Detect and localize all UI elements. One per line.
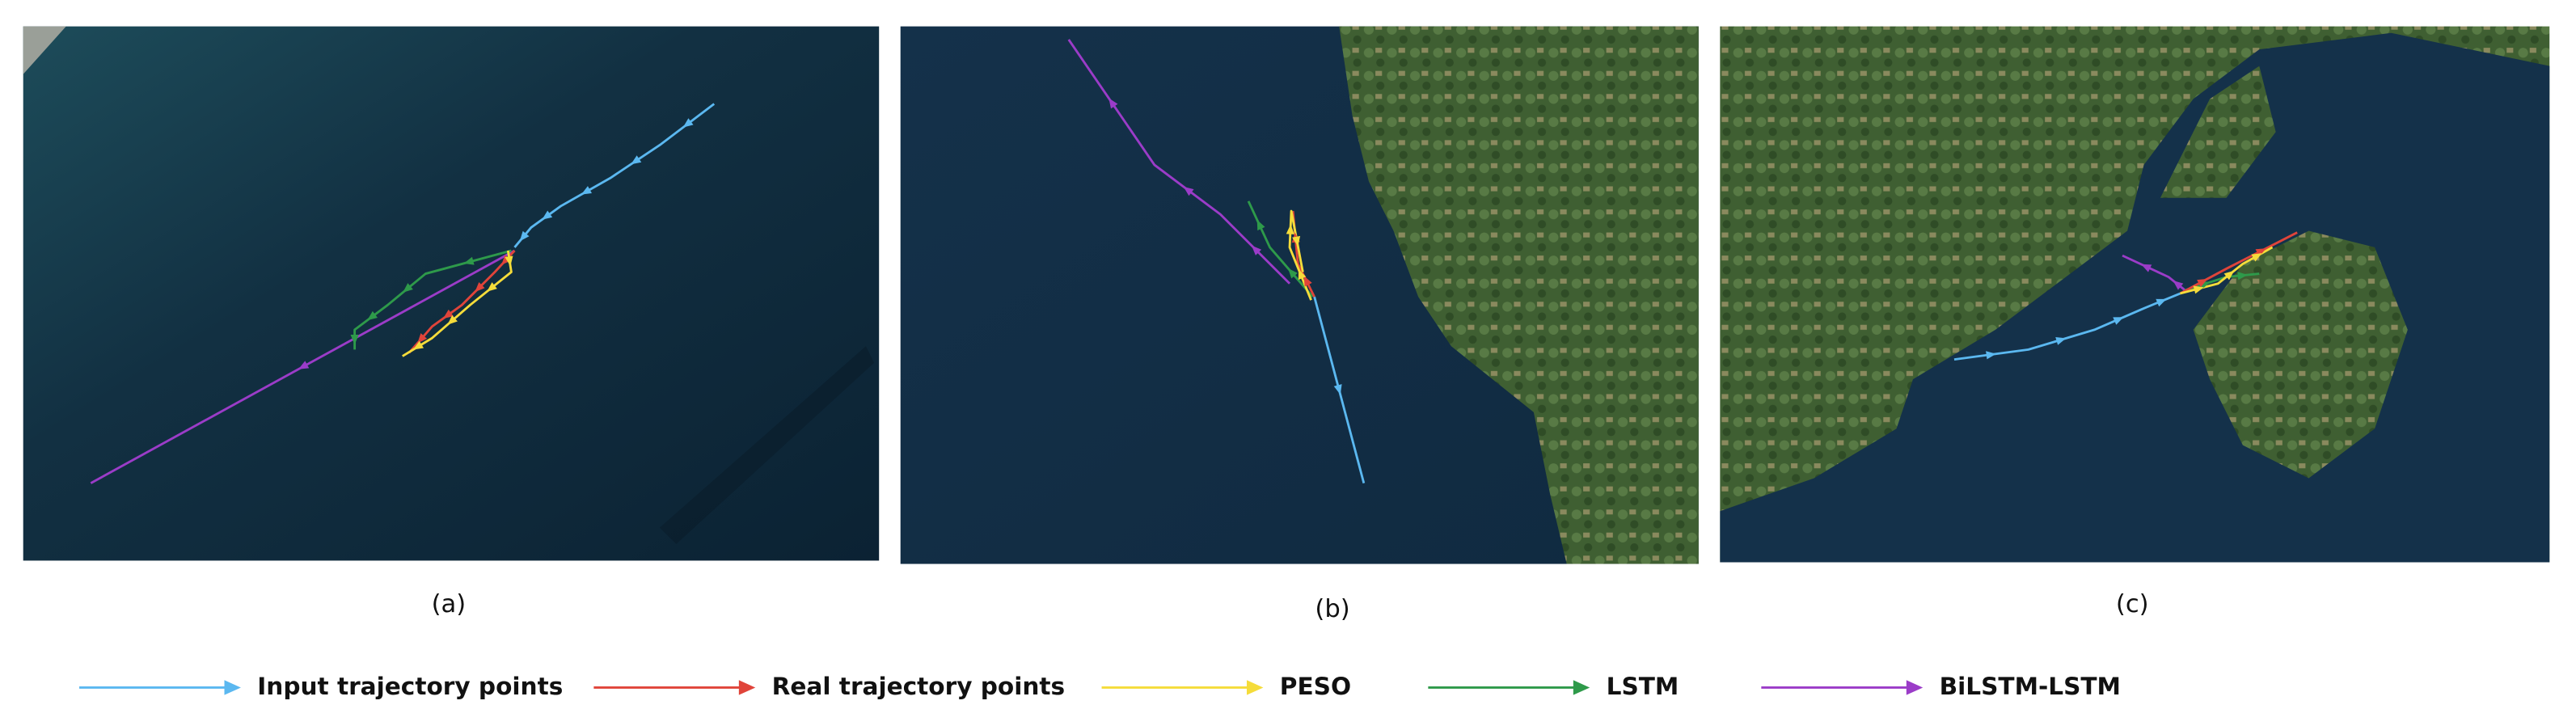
legend-arrow-head <box>1247 680 1264 695</box>
trajectory-arrow <box>631 155 642 165</box>
trajectory-arrow <box>2223 270 2235 281</box>
trajectory-arrow <box>350 335 359 345</box>
trajectory-arrow <box>447 314 458 325</box>
trajectory-arrow <box>2193 285 2204 294</box>
trajectory-arrow <box>475 281 485 293</box>
trajectory-arrow <box>403 283 413 293</box>
trajectory-arrow <box>463 256 475 265</box>
trajectory-arrow <box>1298 268 1307 281</box>
trajectory-arrow <box>2141 264 2152 272</box>
legend-arrow-head <box>224 680 241 695</box>
trajectory-arrow <box>412 340 424 350</box>
trajectory-arrow <box>2251 253 2262 262</box>
trajectory-arrow <box>1292 235 1301 247</box>
legend-label: PESO <box>1280 673 1351 700</box>
trajectory-arrow <box>2055 337 2067 345</box>
trajectory-arrow <box>417 333 428 344</box>
legend-arrow-head <box>738 680 756 695</box>
trajectory-arrow <box>1183 186 1194 196</box>
panel-caption: (c) <box>2116 590 2149 618</box>
panel-caption: (b) <box>1315 595 1349 623</box>
legend-arrow-head <box>1906 680 1924 695</box>
map-panel-b <box>900 26 1699 564</box>
trajectory-arrow <box>581 186 593 195</box>
trajectory-arrow <box>298 361 310 369</box>
trajectory-arrow <box>2113 317 2124 325</box>
trajectory-arrow <box>367 310 378 321</box>
trajectory-arrow <box>442 309 454 319</box>
trajectory-arrow <box>1333 384 1342 395</box>
trajectory-arrow <box>2197 278 2208 288</box>
legend-label: BiLSTM-LSTM <box>1940 673 2121 700</box>
trajectory-arrow <box>501 255 512 265</box>
trajectory-arrow <box>1109 98 1118 109</box>
trajectory-arrow <box>2156 298 2167 307</box>
trajectory-arrow <box>542 210 553 220</box>
map-panel-c <box>1720 26 2550 563</box>
trajectory-arrow <box>1251 245 1262 255</box>
trajectory-arrow <box>505 255 513 267</box>
trajectory-arrow <box>2173 280 2184 290</box>
trajectory-arrow <box>2255 248 2266 257</box>
legend-label: LSTM <box>1607 673 1679 700</box>
trajectory-arrow <box>519 230 530 242</box>
legend-arrow-head <box>1573 680 1590 695</box>
trajectory-arrow <box>1286 224 1294 234</box>
legend-label: Input trajectory points <box>257 673 563 700</box>
legend-label: Real trajectory points <box>772 673 1066 700</box>
trajectory-arrow <box>487 282 497 292</box>
trajectory-arrow <box>1256 219 1265 231</box>
trajectory-arrow <box>1288 268 1298 279</box>
panel-caption: (a) <box>432 590 467 618</box>
trajectory-arrow <box>1986 351 1996 360</box>
trajectory-arrow <box>2237 272 2248 281</box>
map-panel-a <box>23 26 880 561</box>
trajectory-arrow <box>682 118 694 128</box>
